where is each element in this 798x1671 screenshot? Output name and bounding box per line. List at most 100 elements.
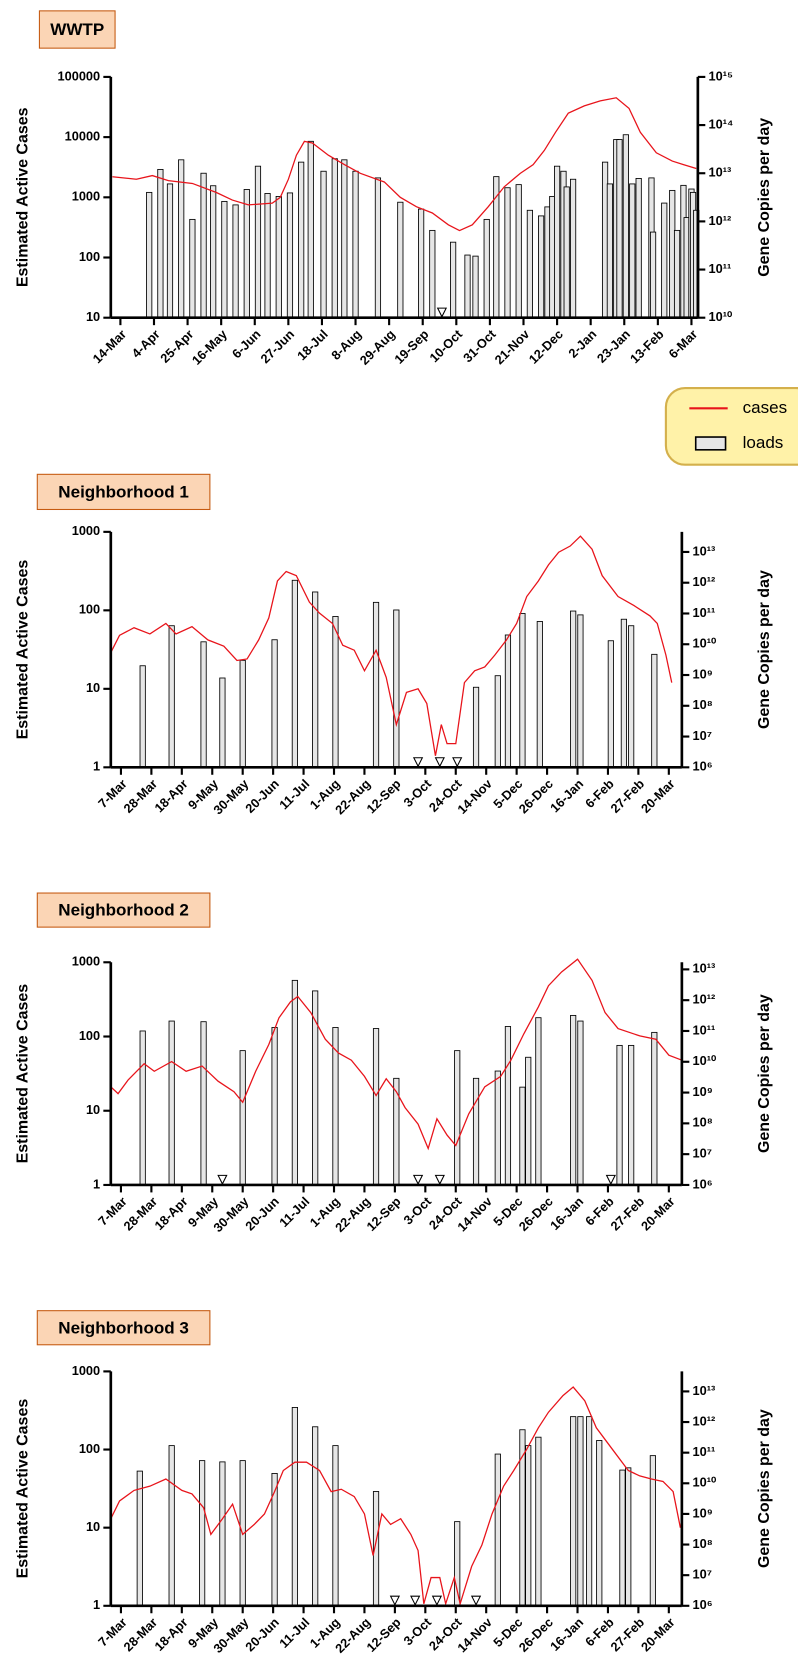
x-tick-label: 20-Jun (242, 1194, 282, 1234)
load-bar (168, 1445, 175, 1607)
y2-axis-label: Gene Copies per day (756, 994, 773, 1153)
y-tick-label: 100 (79, 1441, 100, 1456)
load-bar (219, 1461, 226, 1607)
legend-label: loads (743, 433, 784, 452)
load-bar (341, 159, 348, 319)
y2-axis-label: Gene Copies per day (756, 118, 773, 277)
y2-tick-label: 10⁷ (693, 1567, 712, 1582)
load-bar (254, 165, 262, 319)
load-bar (570, 1014, 577, 1186)
x-tick-label: 20-Mar (638, 1194, 678, 1234)
x-tick-label: 18-Apr (151, 1194, 190, 1233)
load-bar (418, 208, 425, 319)
x-tick-label: 30-May (210, 1193, 252, 1235)
load-bar (504, 634, 512, 768)
load-bar (596, 1440, 603, 1607)
y2-tick-label: 10¹¹ (693, 1022, 716, 1037)
x-tick-label: 18-Apr (151, 776, 190, 815)
y2-tick-label: 10¹³ (693, 1383, 716, 1398)
x-tick-label: 14-Nov (454, 1193, 495, 1234)
y2-tick-label: 10⁸ (693, 1115, 713, 1130)
load-bar (243, 189, 250, 319)
load-bar (200, 1021, 207, 1186)
y-tick-label: 1000 (72, 1363, 100, 1378)
panel-title: Neighborhood 2 (58, 901, 189, 920)
load-bar (483, 218, 490, 319)
x-tick-label: 20-Jun (242, 1615, 282, 1655)
load-bar (577, 1020, 584, 1186)
load-bar (298, 161, 305, 319)
load-bar (519, 613, 526, 768)
x-tick-label: 28-Mar (120, 1194, 160, 1234)
load-bar (200, 641, 207, 768)
load-bar (494, 1070, 501, 1186)
x-tick-label: 16-Jan (547, 776, 586, 815)
y-tick-label: 1 (93, 759, 100, 774)
load-bar (275, 195, 282, 319)
load-bar (525, 1445, 532, 1607)
below-detection-marker (412, 757, 424, 768)
load-bar (312, 591, 319, 768)
load-bar (331, 158, 338, 319)
panel-title: Neighborhood 1 (58, 482, 189, 501)
y-tick-label: 10 (86, 309, 100, 324)
load-bar (454, 1050, 461, 1186)
y2-tick-label: 10⁹ (693, 1084, 713, 1099)
load-bar (616, 1044, 623, 1186)
y-tick-label: 10 (86, 1102, 100, 1117)
load-bar (649, 1455, 656, 1607)
y2-tick-label: 10¹⁴ (709, 116, 734, 131)
load-bar (232, 204, 239, 319)
load-bar (536, 621, 543, 768)
cases-line (110, 535, 673, 756)
y2-tick-label: 10¹⁵ (709, 68, 733, 83)
y-tick-label: 10000 (65, 128, 101, 143)
load-bar (628, 1044, 635, 1186)
y2-tick-label: 10¹¹ (693, 605, 716, 620)
x-tick-label: 23-Jan (594, 327, 633, 366)
below-detection-marker (217, 1174, 228, 1186)
y-tick-label: 100 (79, 1028, 100, 1043)
load-bar (372, 1028, 380, 1186)
load-bar (291, 579, 298, 768)
y2-tick-label: 10⁸ (693, 1536, 713, 1551)
y2-tick-label: 10¹⁰ (693, 1475, 717, 1490)
x-tick-label: 12-Sep (363, 1194, 403, 1234)
below-detection-marker (436, 307, 448, 318)
y-axis-label: Estimated Active Cases (15, 560, 32, 740)
x-tick-label: 12-Sep (363, 776, 403, 816)
load-bar (219, 677, 226, 768)
x-tick-label: 20-Mar (638, 1615, 678, 1655)
load-bar (307, 140, 314, 319)
load-bar (519, 1086, 526, 1186)
load-bar (673, 229, 681, 319)
y-tick-label: 1 (93, 1597, 100, 1612)
load-bar (271, 1472, 278, 1607)
load-bar (397, 201, 404, 319)
load-bar (651, 1031, 658, 1186)
title-box (36, 892, 211, 928)
load-bar (515, 184, 522, 319)
x-tick-label: 16-Jan (547, 1615, 586, 1654)
panel-title: Neighborhood 3 (58, 1318, 189, 1337)
y-tick-label: 10 (86, 680, 100, 695)
load-bar (372, 601, 380, 768)
y-tick-label: 1000 (72, 189, 100, 204)
cases-line (110, 958, 683, 1151)
load-bar (619, 1469, 626, 1607)
load-bar (620, 618, 627, 768)
title-box (36, 473, 211, 511)
below-detection-marker (434, 757, 445, 768)
x-tick-label: 12-Dec (526, 327, 566, 367)
load-bar (472, 686, 480, 768)
y-tick-label: 100 (79, 602, 100, 617)
load-bar (168, 1020, 175, 1186)
x-tick-label: 11-Jul (276, 1194, 312, 1230)
x-tick-label: 26-Dec (516, 776, 556, 816)
y2-tick-label: 10¹¹ (693, 1444, 716, 1459)
load-bar (166, 183, 174, 319)
y2-axis-label: Gene Copies per day (756, 570, 773, 729)
x-tick-label: 27-Jun (257, 327, 297, 367)
